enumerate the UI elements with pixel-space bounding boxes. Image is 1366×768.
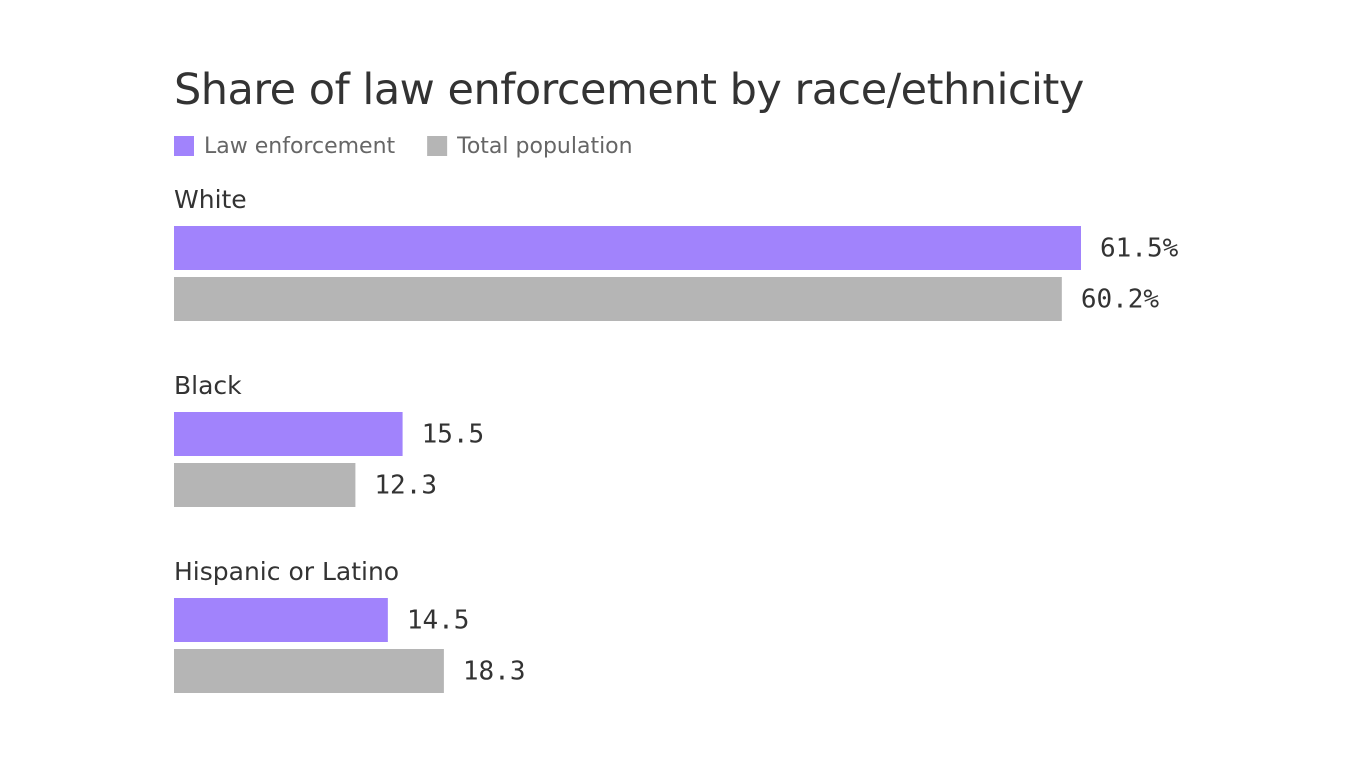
legend-swatch (427, 136, 448, 156)
value-label: 61.5% (1100, 234, 1179, 264)
category-label: Hispanic or Latino (174, 557, 399, 586)
value-label: 18.3 (463, 657, 526, 687)
bar (174, 277, 1062, 321)
value-label: 60.2% (1081, 285, 1160, 315)
bar (174, 598, 388, 642)
bar (174, 649, 444, 693)
chart-title: Share of law enforcement by race/ethnici… (174, 65, 1084, 115)
legend-label: Law enforcement (204, 134, 396, 159)
value-label: 12.3 (374, 471, 437, 501)
bar (174, 463, 356, 507)
value-label: 15.5 (422, 420, 485, 450)
bar (174, 412, 403, 456)
legend-swatch (174, 136, 194, 156)
legend-label: Total population (456, 134, 632, 159)
value-label: 14.5 (407, 606, 470, 636)
bar (174, 226, 1081, 270)
category-label: Black (174, 371, 242, 400)
category-label: White (174, 185, 247, 214)
